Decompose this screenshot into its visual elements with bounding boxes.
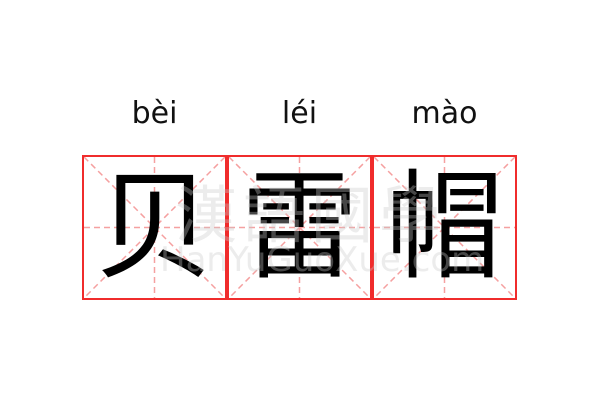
hanzi-2: 帽 (385, 158, 504, 296)
char-cell-1: 雷 (227, 155, 372, 300)
guide-lines (84, 157, 225, 298)
char-cell-2: 帽 (372, 155, 517, 300)
char-cell-0: 贝 (82, 155, 227, 300)
guide-lines (229, 157, 370, 298)
pinyin-2: mào (411, 96, 478, 131)
pinyin-1: léi (281, 96, 318, 131)
hanzi-0: 贝 (95, 158, 214, 296)
character-grid: 贝 雷 帽 (82, 155, 517, 300)
guide-lines (374, 157, 515, 298)
hanzi-1: 雷 (240, 158, 359, 296)
pinyin-0: bèi (131, 96, 178, 131)
